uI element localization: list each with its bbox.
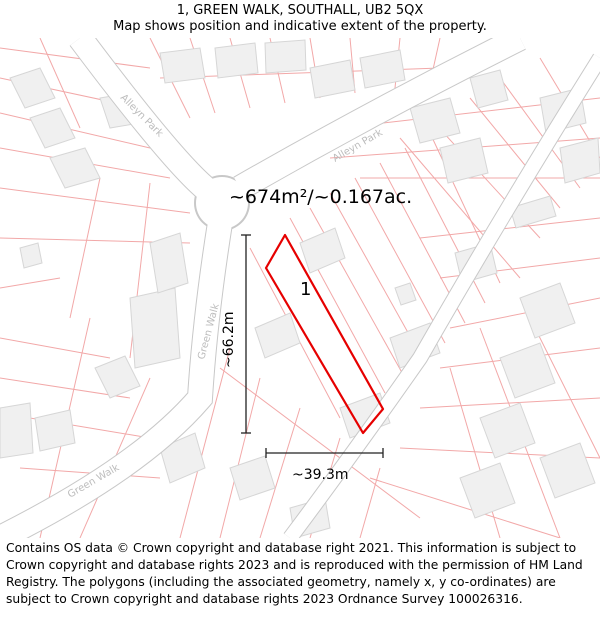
plot-number: 1 (300, 279, 311, 300)
height-measure-line (241, 234, 251, 434)
property-map[interactable]: Alleyn Park Alleyn Park Green Walk Green… (0, 38, 600, 538)
width-measure-line (265, 448, 384, 458)
map-canvas: Alleyn Park Alleyn Park Green Walk Green… (0, 38, 600, 538)
map-header: 1, GREEN WALK, SOUTHALL, UB2 5QX Map sho… (0, 0, 600, 38)
property-boundary[interactable] (264, 233, 385, 435)
street-labels: Alleyn Park Alleyn Park Green Walk Green… (66, 92, 385, 500)
height-measure-label: ~66.2m (221, 311, 237, 368)
area-label: ~674m²/~0.167ac. (229, 186, 412, 208)
width-measure-label: ~39.3m (292, 467, 349, 483)
property-address-title: 1, GREEN WALK, SOUTHALL, UB2 5QX (176, 3, 424, 18)
copyright-attribution: Contains OS data © Crown copyright and d… (6, 541, 583, 606)
map-subtitle: Map shows position and indicative extent… (113, 19, 487, 34)
roads (0, 38, 600, 538)
